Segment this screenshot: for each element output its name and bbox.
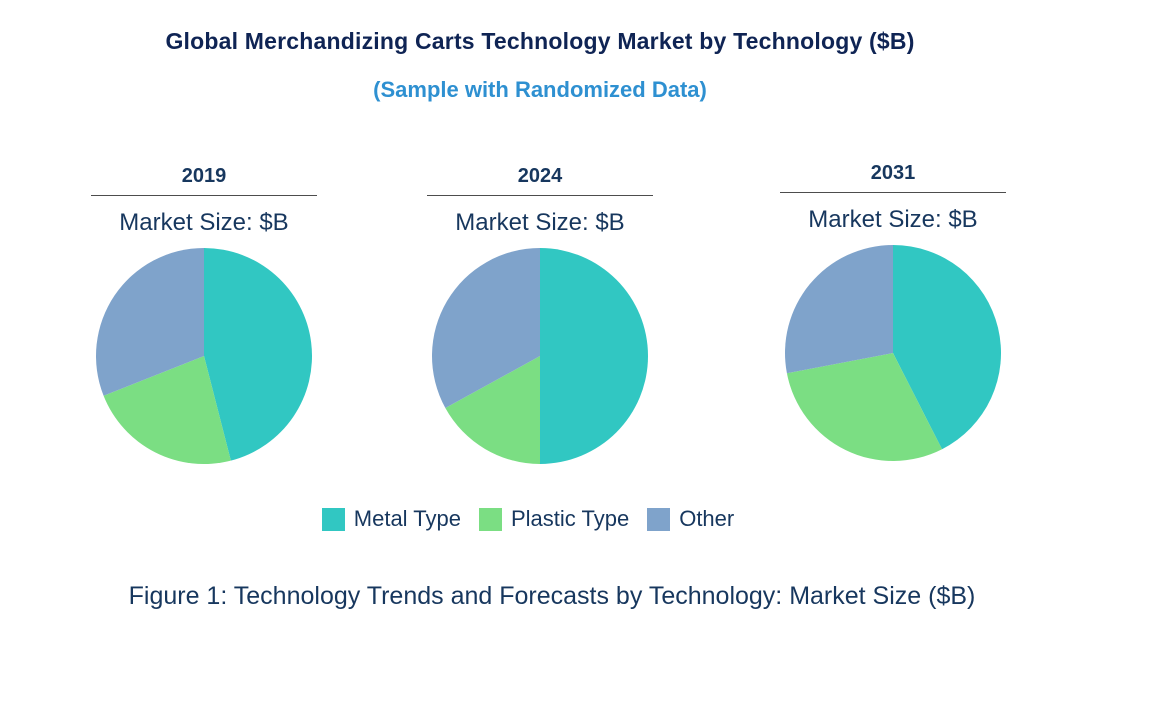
metal-type-swatch-icon (321, 507, 345, 531)
legend-item-metal-type: Metal Type (321, 506, 461, 532)
plastic-type-swatch-icon (478, 507, 502, 531)
other-swatch-icon (647, 507, 671, 531)
year-underline (91, 195, 317, 196)
pie-2019 (96, 248, 312, 464)
market-size-label: Market Size: $B (119, 209, 289, 236)
market-size-label: Market Size: $B (808, 206, 978, 233)
pie-chart-2019: 2019 Market Size: $B (91, 165, 317, 464)
pie-chart-2024: 2024 Market Size: $B (427, 165, 653, 464)
pie-chart-2031: 2031 Market Size: $B (780, 162, 1006, 461)
year-label: 2019 (181, 165, 227, 187)
legend-label: Plastic Type (510, 506, 630, 531)
legend-item-plastic-type: Plastic Type (478, 506, 630, 532)
page-subtitle: (Sample with Randomized Data) (373, 77, 707, 102)
market-size-label: Market Size: $B (455, 209, 625, 236)
figure-caption: Figure 1: Technology Trends and Forecast… (128, 582, 976, 610)
pie-2031 (785, 245, 1001, 461)
legend-item-other: Other (647, 506, 734, 532)
year-underline (780, 192, 1006, 193)
pie-2024 (432, 248, 648, 464)
year-label: 2024 (517, 165, 563, 187)
page-title: Global Merchandizing Carts Technology Ma… (165, 28, 915, 54)
year-label: 2031 (870, 162, 916, 184)
legend-label: Other (679, 506, 735, 531)
year-underline (427, 195, 653, 196)
legend: Metal Type Plastic Type Other (0, 506, 1056, 532)
legend-label: Metal Type (353, 506, 461, 531)
